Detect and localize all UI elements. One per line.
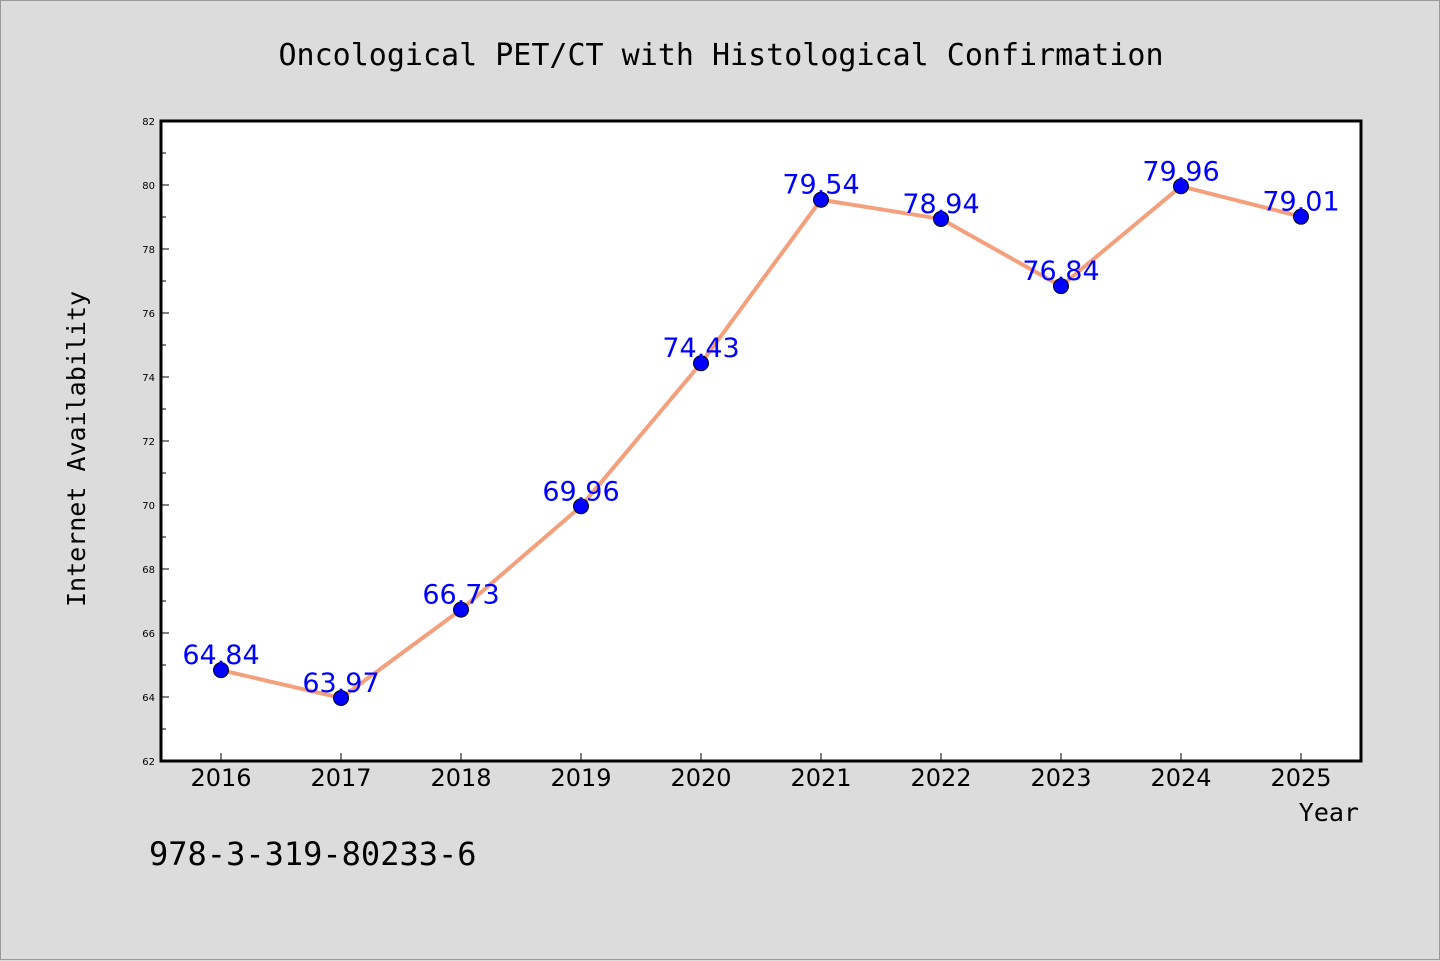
x-tick-label: 2018 xyxy=(430,764,491,792)
plot-area xyxy=(161,121,1361,761)
data-label: 79.01 xyxy=(1262,187,1339,218)
y-tick-label: 70 xyxy=(142,501,155,512)
data-point xyxy=(573,498,589,515)
data-label: 76.84 xyxy=(1022,256,1099,287)
series-line xyxy=(219,184,1303,700)
data-point xyxy=(1173,178,1189,195)
data-label: 64.84 xyxy=(182,640,259,671)
x-tick-label: 2020 xyxy=(670,764,731,792)
plot-frame xyxy=(159,119,1363,763)
data-label: 79.96 xyxy=(1142,156,1219,187)
x-axis-label: Year xyxy=(1299,798,1359,827)
y-tick-label: 62 xyxy=(142,757,155,768)
y-axis-label: Internet Availability xyxy=(62,291,91,607)
data-label: 69.96 xyxy=(542,476,619,507)
data-point xyxy=(213,662,229,679)
y-tick-label: 72 xyxy=(142,437,155,448)
data-label: 74.43 xyxy=(662,333,739,364)
data-point xyxy=(813,191,829,208)
data-point xyxy=(1293,208,1309,225)
x-tick-label: 2025 xyxy=(1270,764,1331,792)
data-label: 79.54 xyxy=(782,170,859,201)
x-tick-label: 2016 xyxy=(190,764,251,792)
y-tick-label: 76 xyxy=(142,309,155,320)
data-point xyxy=(453,601,469,618)
x-axis-ticks: 2016 2017 2018 2019 2020 2021 2022 2023 2024 2025 xyxy=(190,753,1332,792)
y-tick-label: 82 xyxy=(142,117,155,128)
series-layer xyxy=(213,178,1309,706)
data-point xyxy=(1053,278,1069,295)
x-tick-label: 2019 xyxy=(550,764,611,792)
y-tick-label: 68 xyxy=(142,565,155,576)
y-tick-label: 78 xyxy=(142,245,155,256)
y-tick-label: 66 xyxy=(142,629,155,640)
y-tick-label: 74 xyxy=(142,373,155,384)
x-tick-label: 2023 xyxy=(1030,764,1091,792)
data-point xyxy=(693,355,709,372)
y-tick-label: 64 xyxy=(142,693,155,704)
data-point xyxy=(933,210,949,227)
y-axis-ticks: 62 64 66 68 70 72 74 76 78 80 82 xyxy=(142,117,169,768)
x-tick-label: 2017 xyxy=(310,764,371,792)
data-label: 78.94 xyxy=(902,189,979,220)
x-tick-label: 2024 xyxy=(1150,764,1211,792)
footer-code: 978-3-319-80233-6 xyxy=(149,835,477,873)
y-tick-label: 80 xyxy=(142,181,155,192)
x-tick-label: 2022 xyxy=(910,764,971,792)
x-tick-label: 2021 xyxy=(790,764,851,792)
data-point xyxy=(333,689,349,706)
data-label: 66.73 xyxy=(422,580,499,611)
chart-title: Oncological PET/CT with Histological Con… xyxy=(278,38,1163,73)
data-labels: 64.84 63.97 66.73 69.96 74.43 79.54 78.94 76.84… xyxy=(182,156,1339,699)
data-label: 63.97 xyxy=(302,668,379,699)
